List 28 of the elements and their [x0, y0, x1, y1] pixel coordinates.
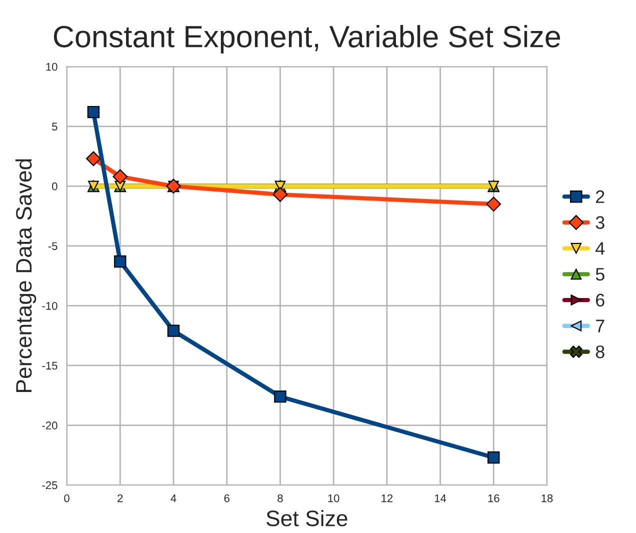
x-tick-label: 8: [278, 494, 283, 502]
x-tick-label: 0: [64, 494, 70, 502]
y-tick-label: 5: [52, 122, 58, 131]
legend-label: 4: [596, 242, 605, 255]
y-tick-label: -15: [42, 362, 58, 370]
legend-label: 6: [596, 294, 604, 307]
y-axis-title: Percentage Data Saved: [15, 159, 36, 392]
legend-label: 2: [596, 190, 604, 203]
x-tick-label: 14: [434, 494, 446, 502]
y-tick-label: -25: [42, 481, 58, 490]
x-tick-label: 2: [118, 494, 123, 502]
y-tick-label: 10: [46, 62, 58, 71]
x-tick-label: 12: [382, 494, 393, 502]
y-tick-label: 0: [52, 182, 58, 190]
legend-label: 8: [596, 345, 604, 358]
y-tick-label: -20: [42, 422, 58, 430]
legend-label: 3: [596, 216, 604, 229]
x-tick-label: 4: [170, 494, 176, 502]
x-tick-label: 16: [488, 494, 500, 502]
x-tick-label: 10: [328, 494, 340, 502]
x-axis-title: Set Size: [266, 510, 348, 526]
x-tick-label: 6: [224, 494, 230, 502]
y-tick-label: -10: [42, 302, 58, 310]
legend-label: 7: [596, 320, 604, 332]
chart-title: Constant Exponent, Variable Set Size: [54, 25, 560, 54]
y-tick-label: -5: [48, 242, 58, 250]
x-tick-label: 18: [542, 494, 553, 502]
legend-label: 5: [596, 268, 604, 281]
